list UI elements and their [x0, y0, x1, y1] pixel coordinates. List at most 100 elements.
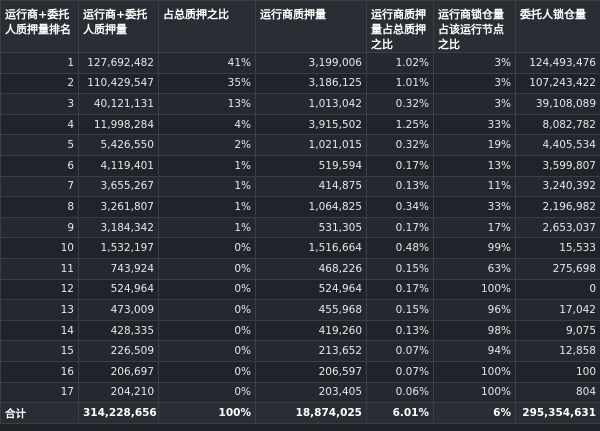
- node-share-cell: 33%: [433, 113, 516, 136]
- operator-share-cell: 1.02%: [366, 52, 434, 74]
- share-cell: 2%: [158, 134, 256, 156]
- share-cell: 35%: [158, 72, 256, 95]
- col-header-delegator-locked[interactable]: 委托人锁仓量: [515, 0, 600, 53]
- operator-share-cell: 1.25%: [366, 113, 434, 136]
- operator-share-cell: 0.34%: [366, 196, 434, 218]
- table-row[interactable]: 17 204,210 0% 203,405 0.06% 100% 804: [0, 381, 600, 404]
- rank-cell: 4: [0, 113, 79, 136]
- operator-stake-cell: 1,021,015: [255, 134, 367, 156]
- table-row[interactable]: 2 110,429,547 35% 3,186,125 1.01% 3% 107,243,4…: [0, 72, 600, 95]
- col-header-operator-stake[interactable]: 运行商质押量: [255, 0, 367, 53]
- delegator-locked-cell: 124,493,476: [515, 52, 600, 74]
- col-header-total-stake[interactable]: 运行商+委托人质押量: [78, 0, 159, 53]
- table-row[interactable]: 15 226,509 0% 213,652 0.07% 94% 12,858: [0, 340, 600, 362]
- rank-cell: 11: [0, 257, 79, 280]
- table-row[interactable]: 11 743,924 0% 468,226 0.15% 63% 275,698: [0, 257, 600, 280]
- table-row[interactable]: 14 428,335 0% 419,260 0.13% 98% 9,075: [0, 319, 600, 342]
- share-cell: 41%: [158, 52, 256, 74]
- total-cell: 314,228,656: [78, 402, 159, 425]
- operator-share-cell: 0.32%: [366, 93, 434, 115]
- operator-stake-cell: 531,305: [255, 216, 367, 239]
- table-header-row: 运行商+委托人质押量排名 运行商+委托人质押量 占总质押之比 运行商质押量 运行…: [0, 0, 600, 53]
- total-label: 合计: [0, 402, 79, 425]
- operator-share-cell: 0.15%: [366, 257, 434, 280]
- total-stake-cell: 428,335: [78, 319, 159, 342]
- operator-share-cell: 0.15%: [366, 299, 434, 321]
- share-cell: 4%: [158, 113, 256, 136]
- operator-share-cell: 0.07%: [366, 340, 434, 362]
- table-row[interactable]: 4 11,998,284 4% 3,915,502 1.25% 33% 8,082,782: [0, 113, 600, 136]
- total-stake-cell: 3,261,807: [78, 196, 159, 218]
- operator-stake-cell: 1,064,825: [255, 196, 367, 218]
- operator-stake-cell: 414,875: [255, 175, 367, 198]
- col-header-operator-node-share[interactable]: 运行商锁仓量占该运行节点之比: [433, 0, 516, 53]
- total-stake-cell: 4,119,401: [78, 154, 159, 177]
- total-stake-cell: 204,210: [78, 381, 159, 404]
- total-stake-cell: 743,924: [78, 257, 159, 280]
- operator-stake-cell: 1,516,664: [255, 237, 367, 259]
- rank-cell: 7: [0, 175, 79, 198]
- share-cell: 1%: [158, 216, 256, 239]
- rank-cell: 2: [0, 72, 79, 95]
- table-row[interactable]: 3 40,121,131 13% 1,013,042 0.32% 3% 39,108,089: [0, 93, 600, 115]
- table-row[interactable]: 10 1,532,197 0% 1,516,664 0.48% 99% 15,533: [0, 237, 600, 259]
- total-stake-cell: 3,184,342: [78, 216, 159, 239]
- total-stake-cell: 226,509: [78, 340, 159, 362]
- delegator-locked-cell: 3,240,392: [515, 175, 600, 198]
- node-share-cell: 94%: [433, 340, 516, 362]
- operator-share-cell: 0.17%: [366, 278, 434, 301]
- delegator-locked-cell: 39,108,089: [515, 93, 600, 115]
- delegator-locked-cell: 0: [515, 278, 600, 301]
- rank-cell: 14: [0, 319, 79, 342]
- delegator-locked-cell: 2,653,037: [515, 216, 600, 239]
- col-header-share-of-total[interactable]: 占总质押之比: [158, 0, 256, 53]
- col-header-operator-share[interactable]: 运行商质押量占总质押之比: [366, 0, 434, 53]
- rank-cell: 6: [0, 154, 79, 177]
- table-row[interactable]: 9 3,184,342 1% 531,305 0.17% 17% 2,653,037: [0, 216, 600, 239]
- operator-stake-cell: 455,968: [255, 299, 367, 321]
- table-row[interactable]: 6 4,119,401 1% 519,594 0.17% 13% 3,599,807: [0, 154, 600, 177]
- node-share-cell: 33%: [433, 196, 516, 218]
- node-share-cell: 96%: [433, 299, 516, 321]
- table-row[interactable]: 13 473,009 0% 455,968 0.15% 96% 17,042: [0, 299, 600, 321]
- rank-cell: 5: [0, 134, 79, 156]
- rank-cell: 16: [0, 360, 79, 383]
- table-total-row: 合计 314,228,656 100% 18,874,025 6.01% 6% …: [0, 402, 600, 425]
- table-row[interactable]: 5 5,426,550 2% 1,021,015 0.32% 19% 4,405,534: [0, 134, 600, 156]
- table-row[interactable]: 1 127,692,482 41% 3,199,006 1.02% 3% 124,493,4…: [0, 52, 600, 74]
- node-share-cell: 19%: [433, 134, 516, 156]
- delegator-locked-cell: 12,858: [515, 340, 600, 362]
- delegator-locked-cell: 8,082,782: [515, 113, 600, 136]
- table-row[interactable]: 12 524,964 0% 524,964 0.17% 100% 0: [0, 278, 600, 301]
- node-share-cell: 11%: [433, 175, 516, 198]
- rank-cell: 8: [0, 196, 79, 218]
- node-share-cell: 3%: [433, 52, 516, 74]
- table-row[interactable]: 8 3,261,807 1% 1,064,825 0.34% 33% 2,196,982: [0, 196, 600, 218]
- node-share-cell: 98%: [433, 319, 516, 342]
- delegator-locked-cell: 100: [515, 360, 600, 383]
- rank-cell: 13: [0, 299, 79, 321]
- col-header-rank[interactable]: 运行商+委托人质押量排名: [0, 0, 79, 53]
- operator-share-cell: 0.48%: [366, 237, 434, 259]
- total-stake-cell: 5,426,550: [78, 134, 159, 156]
- delegator-locked-cell: 275,698: [515, 257, 600, 280]
- node-share-cell: 13%: [433, 154, 516, 177]
- operator-stake-cell: 1,013,042: [255, 93, 367, 115]
- node-share-cell: 17%: [433, 216, 516, 239]
- operator-stake-cell: 3,199,006: [255, 52, 367, 74]
- operator-share-cell: 0.32%: [366, 134, 434, 156]
- total-cell: 6%: [433, 402, 516, 425]
- total-cell: 6.01%: [366, 402, 434, 425]
- operator-stake-cell: 213,652: [255, 340, 367, 362]
- total-stake-cell: 524,964: [78, 278, 159, 301]
- table-row[interactable]: 16 206,697 0% 206,597 0.07% 100% 100: [0, 360, 600, 383]
- share-cell: 0%: [158, 360, 256, 383]
- table-row[interactable]: 7 3,655,267 1% 414,875 0.13% 11% 3,240,392: [0, 175, 600, 198]
- delegator-locked-cell: 17,042: [515, 299, 600, 321]
- share-cell: 0%: [158, 340, 256, 362]
- total-cell: 100%: [158, 402, 256, 425]
- operator-stake-cell: 524,964: [255, 278, 367, 301]
- share-cell: 0%: [158, 257, 256, 280]
- share-cell: 0%: [158, 319, 256, 342]
